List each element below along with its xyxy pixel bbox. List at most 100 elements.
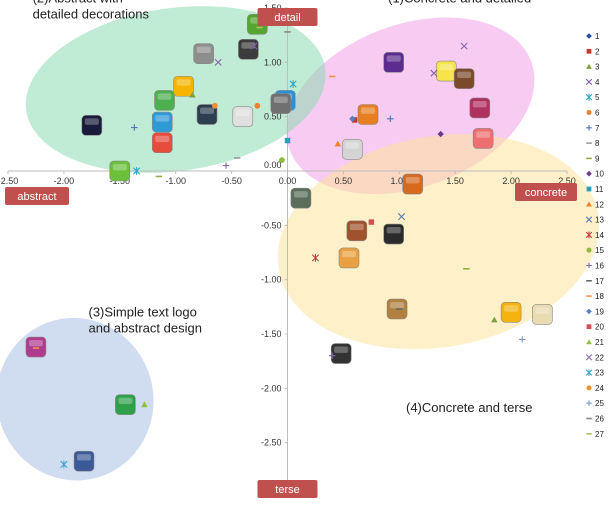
cluster-label-2: (2)Abstract with — [33, 0, 123, 6]
owl-app-icon — [155, 90, 175, 110]
clipboard-app-gloss — [361, 107, 375, 113]
x-tick-label: -0.50 — [221, 176, 242, 186]
legend-label-15: 15 — [595, 246, 604, 255]
legend-label-3: 3 — [595, 63, 600, 72]
legend-label-18: 18 — [595, 292, 604, 301]
map-app-gloss — [85, 118, 99, 124]
badge-abstract: abstract — [17, 191, 56, 203]
badge-detail: detail — [274, 12, 300, 24]
legend-marker-20 — [587, 324, 592, 329]
legend-label-22: 22 — [595, 353, 604, 362]
refresh-app-gloss — [473, 101, 487, 107]
series-6-point — [254, 103, 260, 109]
legend-label-24: 24 — [595, 384, 604, 393]
series-15-point — [279, 157, 285, 163]
legend-label-2: 2 — [595, 47, 600, 56]
legend-label-17: 17 — [595, 277, 604, 286]
wallet-app-gloss — [350, 224, 364, 230]
legend-marker-1 — [586, 33, 592, 39]
pill-app-icon — [473, 128, 493, 148]
legend-marker-6 — [586, 110, 591, 115]
cluster-label-4: (4)Concrete and terse — [406, 400, 532, 415]
music-app-icon — [174, 76, 194, 96]
clipboard-app-icon — [358, 104, 378, 124]
facebook-app-icon — [74, 451, 94, 471]
checklist-app-gloss — [155, 136, 169, 142]
legend-label-5: 5 — [595, 93, 600, 102]
y-tick-label: -2.50 — [261, 438, 282, 448]
legend-label-13: 13 — [595, 216, 604, 225]
paper-app-gloss — [535, 307, 549, 313]
tea-app-icon — [233, 107, 253, 127]
legend-label-10: 10 — [595, 170, 604, 179]
refresh-app-icon — [470, 98, 490, 118]
legend-label-8: 8 — [595, 139, 600, 148]
tools-app-icon — [331, 344, 351, 364]
tools-app-gloss — [334, 347, 348, 353]
bus-app-gloss — [200, 107, 214, 113]
compass-app-icon — [152, 112, 172, 132]
barcode-app-gloss — [197, 47, 211, 53]
series-24-point — [212, 103, 218, 109]
legend-marker-21 — [586, 339, 592, 344]
legend-label-9: 9 — [595, 154, 600, 163]
mail-app-icon — [436, 61, 456, 81]
pill-app-gloss — [476, 131, 490, 137]
legend-label-21: 21 — [595, 338, 604, 347]
legend-marker-2 — [587, 49, 592, 54]
box-app-icon — [501, 302, 521, 322]
legend-label-4: 4 — [595, 78, 600, 87]
nike-app-gloss — [118, 398, 132, 404]
legend-marker-4 — [586, 79, 592, 85]
badge-terse: terse — [275, 484, 299, 496]
facebook-app-gloss — [77, 454, 91, 460]
legend-label-27: 27 — [595, 430, 604, 439]
legend-label-26: 26 — [595, 415, 604, 424]
box-app-gloss — [504, 305, 518, 311]
legend-marker-11 — [587, 187, 592, 192]
legend-marker-22 — [586, 355, 592, 361]
hat-app-icon — [342, 139, 362, 159]
y-tick-label: 0.00 — [264, 160, 282, 170]
quill-app-gloss — [113, 164, 127, 170]
cluster-label-3: and abstract design — [88, 321, 201, 336]
legend-marker-25 — [586, 400, 592, 406]
bag-app-icon — [454, 69, 474, 89]
folder-app-gloss — [390, 302, 404, 308]
x-tick-label: 0.50 — [335, 176, 353, 186]
legend-marker-3 — [586, 64, 592, 69]
series-16-point — [223, 162, 229, 168]
clip-app-gloss — [274, 97, 288, 103]
x-tick-label: 0.00 — [279, 176, 297, 186]
legend-marker-19 — [586, 309, 592, 315]
note-app-icon — [384, 52, 404, 72]
legend-label-7: 7 — [595, 124, 600, 133]
legend-marker-15 — [586, 248, 591, 253]
y-tick-label: -0.50 — [261, 220, 282, 230]
legend-label-1: 1 — [595, 32, 600, 41]
legend-marker-23 — [586, 369, 592, 376]
legend-label-14: 14 — [595, 231, 604, 240]
quill-app-icon — [110, 161, 130, 181]
pinterest-app-gloss — [29, 340, 43, 346]
x-tick-label: -2.00 — [54, 176, 75, 186]
tea-app-gloss — [236, 110, 250, 116]
legend-label-16: 16 — [595, 262, 604, 271]
chart-app-icon — [339, 248, 359, 268]
legend-label-11: 11 — [595, 185, 604, 194]
checklist-app-icon — [152, 133, 172, 153]
y-tick-label: -1.50 — [261, 329, 282, 339]
x-tick-label: 1.50 — [446, 176, 464, 186]
legend-label-19: 19 — [595, 307, 604, 316]
music-app-gloss — [177, 79, 191, 85]
compass-app-gloss — [155, 115, 169, 121]
wallet-app-icon — [347, 221, 367, 241]
legend-marker-24 — [586, 385, 591, 390]
cluster-label-2: detailed decorations — [33, 7, 150, 22]
hat-app-gloss — [345, 142, 359, 148]
note-app-gloss — [387, 55, 401, 61]
camera-app-icon — [238, 39, 258, 59]
x-tick-label: -1.00 — [165, 176, 186, 186]
